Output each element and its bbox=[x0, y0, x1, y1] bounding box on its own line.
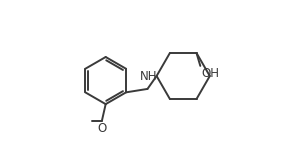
Text: NH: NH bbox=[139, 70, 157, 83]
Text: OH: OH bbox=[201, 67, 219, 80]
Text: O: O bbox=[97, 122, 106, 135]
